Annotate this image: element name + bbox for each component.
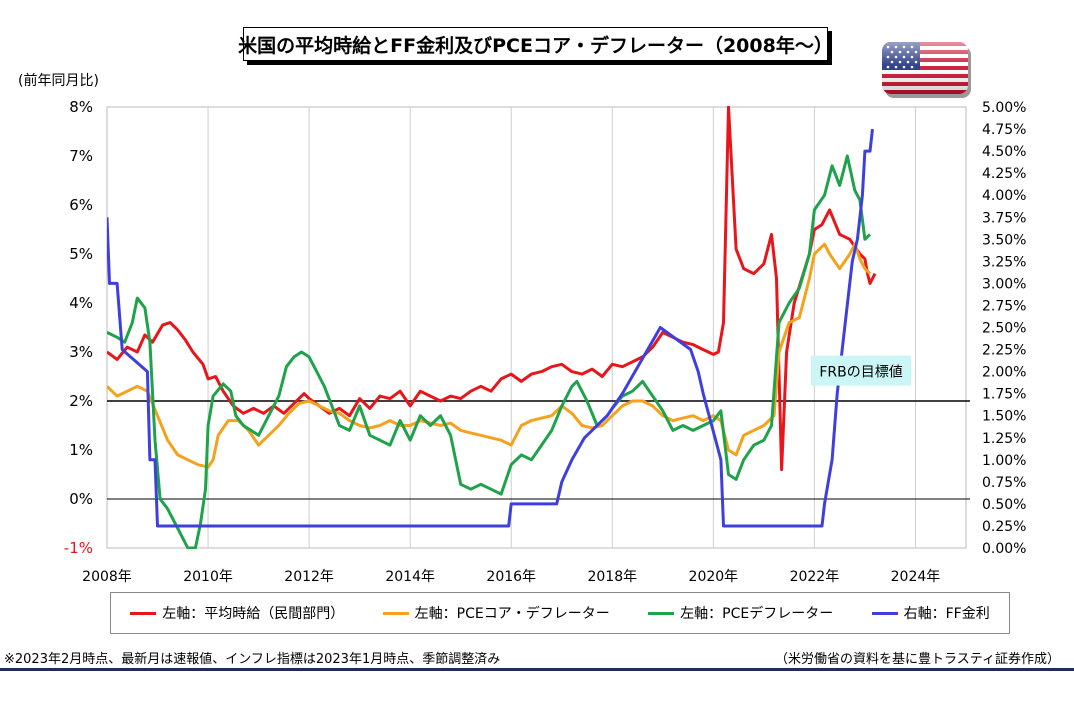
plot-frame (106, 106, 967, 549)
x-tick-label: 2012年 (284, 569, 334, 585)
y-right-tick-label: 0.00% (982, 541, 1026, 557)
y-left-tick-label: 8% (69, 98, 93, 116)
x-tick-label: 2016年 (486, 569, 536, 585)
x-tick-label: 2024年 (891, 569, 941, 585)
y-right-tick-label: 2.00% (982, 365, 1026, 381)
y-right-tick-label: 0.75% (982, 475, 1026, 491)
bottom-rule (0, 668, 1074, 671)
y-left-tick-label: 2% (69, 392, 93, 410)
legend-swatch (648, 611, 675, 615)
legend-swatch (130, 611, 157, 615)
legend-label: 右軸：FF金利 (903, 606, 990, 622)
legend-swatch (382, 611, 409, 615)
x-tick-label: 2018年 (587, 569, 637, 585)
source-note: （米労働省の資料を基に豊トラスティ証券作成） (775, 652, 1060, 667)
legend-label: 左軸：平均時給（民間部門） (162, 606, 345, 622)
footnote: ※2023年2月時点、最新月は速報値、インフレ指標は2023年1月時点、季節調整… (4, 652, 501, 667)
series-line (107, 106, 877, 472)
series-line (107, 128, 874, 528)
legend-item: 左軸：PCEデフレーター (648, 603, 833, 623)
y-right-tick-label: 5.00% (982, 100, 1026, 116)
y-left-tick-label: 7% (69, 147, 93, 165)
y-right-tick-label: 4.25% (982, 166, 1026, 182)
y-right-tick-label: 4.00% (982, 188, 1026, 204)
y-right-tick-label: 2.75% (982, 298, 1026, 314)
chart-legend: 左軸：平均時給（民間部門） 左軸：PCEコア・デフレーター 左軸：PCEデフレーター… (110, 592, 1010, 634)
x-tick-label: 2022年 (790, 569, 840, 585)
y-right-tick-label: 1.25% (982, 431, 1026, 447)
y-axis-unit-label: (前年同月比) (18, 73, 99, 89)
us-flag-icon (882, 42, 971, 98)
y-right-tick-label: 0.50% (982, 497, 1026, 513)
y-right-tick-label: 3.00% (982, 276, 1026, 292)
legend-item: 左軸：平均時給（民間部門） (130, 603, 344, 623)
y-left-tick-label: 1% (69, 441, 93, 459)
y-right-tick-label: 1.00% (982, 453, 1026, 469)
series-line (107, 154, 872, 549)
chart-plot: 2008年 2010年 2012年 2014年 2016年 2018年 2020年 2022年… (64, 98, 1027, 585)
y-left-tick-label: 3% (69, 343, 93, 361)
y-right-tick-label: 2.25% (982, 343, 1026, 359)
y-left-tick-label: 5% (69, 245, 93, 263)
y-right-tick-label: 0.25% (982, 519, 1026, 535)
y-left-tick-label: 6% (69, 196, 93, 214)
y-right-tick-label: 4.50% (982, 144, 1026, 160)
y-left-tick-label: -1% (64, 539, 93, 557)
legend-label: 左軸：PCEコア・デフレーター (414, 606, 610, 622)
annotation-label: FRBの目標値 (819, 365, 902, 381)
y-left-tick-label: 0% (69, 490, 93, 508)
chart-title: 米国の平均時給とFF金利及びPCEコア・デフレーター（2008年～） (238, 27, 833, 61)
legend-label: 左軸：PCEデフレーター (680, 606, 834, 622)
y-right-tick-label: 1.75% (982, 387, 1026, 403)
legend-swatch (871, 611, 898, 615)
x-tick-label: 2020年 (689, 569, 739, 585)
x-tick-label: 2014年 (385, 569, 435, 585)
y-right-tick-label: 1.50% (982, 409, 1026, 425)
legend-item: 右軸：FF金利 (871, 603, 990, 623)
annotation-box (811, 355, 912, 386)
y-right-tick-label: 4.75% (982, 122, 1026, 138)
y-right-tick-label: 3.75% (982, 210, 1026, 226)
x-tick-label: 2008年 (82, 569, 132, 585)
y-right-tick-label: 3.25% (982, 254, 1026, 270)
y-right-tick-label: 2.50% (982, 321, 1026, 337)
y-right-tick-label: 3.50% (982, 232, 1026, 248)
y-left-tick-label: 4% (69, 294, 93, 312)
series-line (107, 242, 872, 469)
legend-item: 左軸：PCEコア・デフレーター (382, 603, 610, 623)
x-tick-label: 2010年 (183, 569, 233, 585)
